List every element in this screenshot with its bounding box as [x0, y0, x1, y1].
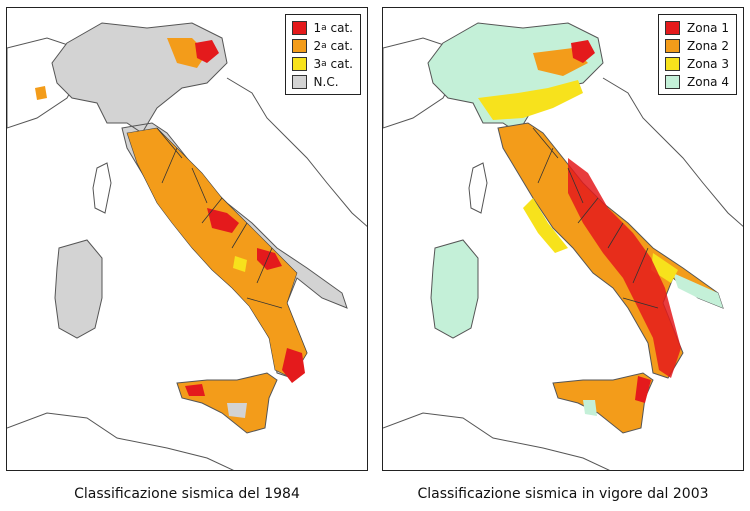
legend-swatch-cat3	[291, 57, 307, 71]
legend-swatch-zona2	[665, 39, 681, 53]
legend-item: Zona 3	[665, 55, 729, 73]
caption-2003: Classificazione sismica in vigore dal 20…	[417, 486, 709, 502]
legend-label: N.C.	[313, 75, 339, 89]
legend-swatch-zona3	[665, 57, 681, 71]
legend-label-num: 3	[313, 57, 322, 71]
zone-nc-sicily	[227, 403, 247, 418]
legend-label-num: 1	[313, 21, 322, 35]
legend-label-sup: a	[321, 41, 327, 51]
zone1-apennine-belt	[568, 158, 681, 378]
legend-label-suffix: cat.	[330, 21, 353, 35]
legend-label-num: 2	[313, 39, 322, 53]
sardinia	[54, 239, 103, 339]
zone-cat3-molise	[233, 256, 247, 272]
legend-label-suffix: cat.	[330, 39, 353, 53]
zone1-friuli	[571, 40, 595, 63]
legend-label: Zona 1	[687, 21, 729, 35]
legend-swatch-cat2	[291, 39, 307, 53]
legend-swatch-zona1	[665, 21, 681, 35]
africa-coastline	[383, 412, 610, 470]
zone-cat1-abruzzo	[207, 208, 239, 233]
zone-cat2-alps	[35, 86, 47, 100]
sardinia	[430, 239, 479, 339]
legend-label-suffix: cat.	[330, 57, 353, 71]
zone-cat1-calabria	[282, 348, 305, 383]
legend-item: N.C.	[291, 73, 353, 91]
legend-2003: Zona 1 Zona 2 Zona 3 Zona 4	[658, 14, 737, 95]
adriatic-coast-east	[226, 77, 367, 227]
map-2003	[383, 22, 743, 470]
neighbour-coastline	[383, 37, 469, 129]
africa-coastline	[7, 412, 234, 470]
adriatic-coast-east	[602, 77, 743, 227]
caption-1984: Classificazione sismica del 1984	[74, 486, 300, 502]
corsica	[92, 162, 112, 214]
sicily	[552, 372, 654, 434]
legend-swatch-nc	[291, 75, 307, 89]
zone1-sicily-east	[635, 376, 651, 403]
zone-cat1-sicily-west	[185, 384, 205, 396]
zone-cat1-irpinia	[257, 248, 282, 270]
zone3-lazio-coast	[523, 198, 568, 253]
zone-cat1-friuli	[195, 40, 219, 63]
zone4-salento	[673, 273, 723, 308]
neighbour-coastline	[7, 37, 93, 129]
legend-item: Zona 1	[665, 19, 729, 37]
legend-item: Zona 2	[665, 37, 729, 55]
zone3-puglia	[651, 253, 678, 283]
legend-label: Zona 2	[687, 39, 729, 53]
zone4-sicily	[583, 400, 597, 416]
legend-label: Zona 4	[687, 75, 729, 89]
region-borders	[532, 127, 659, 309]
zone3-po-valley	[478, 80, 583, 120]
legend-label: Zona 3	[687, 57, 729, 71]
legend-swatch-zona4	[665, 75, 681, 89]
corsica	[468, 162, 488, 214]
legend-swatch-cat1	[291, 21, 307, 35]
region-borders	[156, 127, 283, 309]
legend-label-sup: a	[321, 23, 327, 33]
map-panel-2003: Zona 1 Zona 2 Zona 3 Zona 4	[382, 7, 744, 471]
legend-label-sup: a	[321, 59, 327, 69]
map-1984	[7, 22, 367, 470]
legend-item: Zona 4	[665, 73, 729, 91]
